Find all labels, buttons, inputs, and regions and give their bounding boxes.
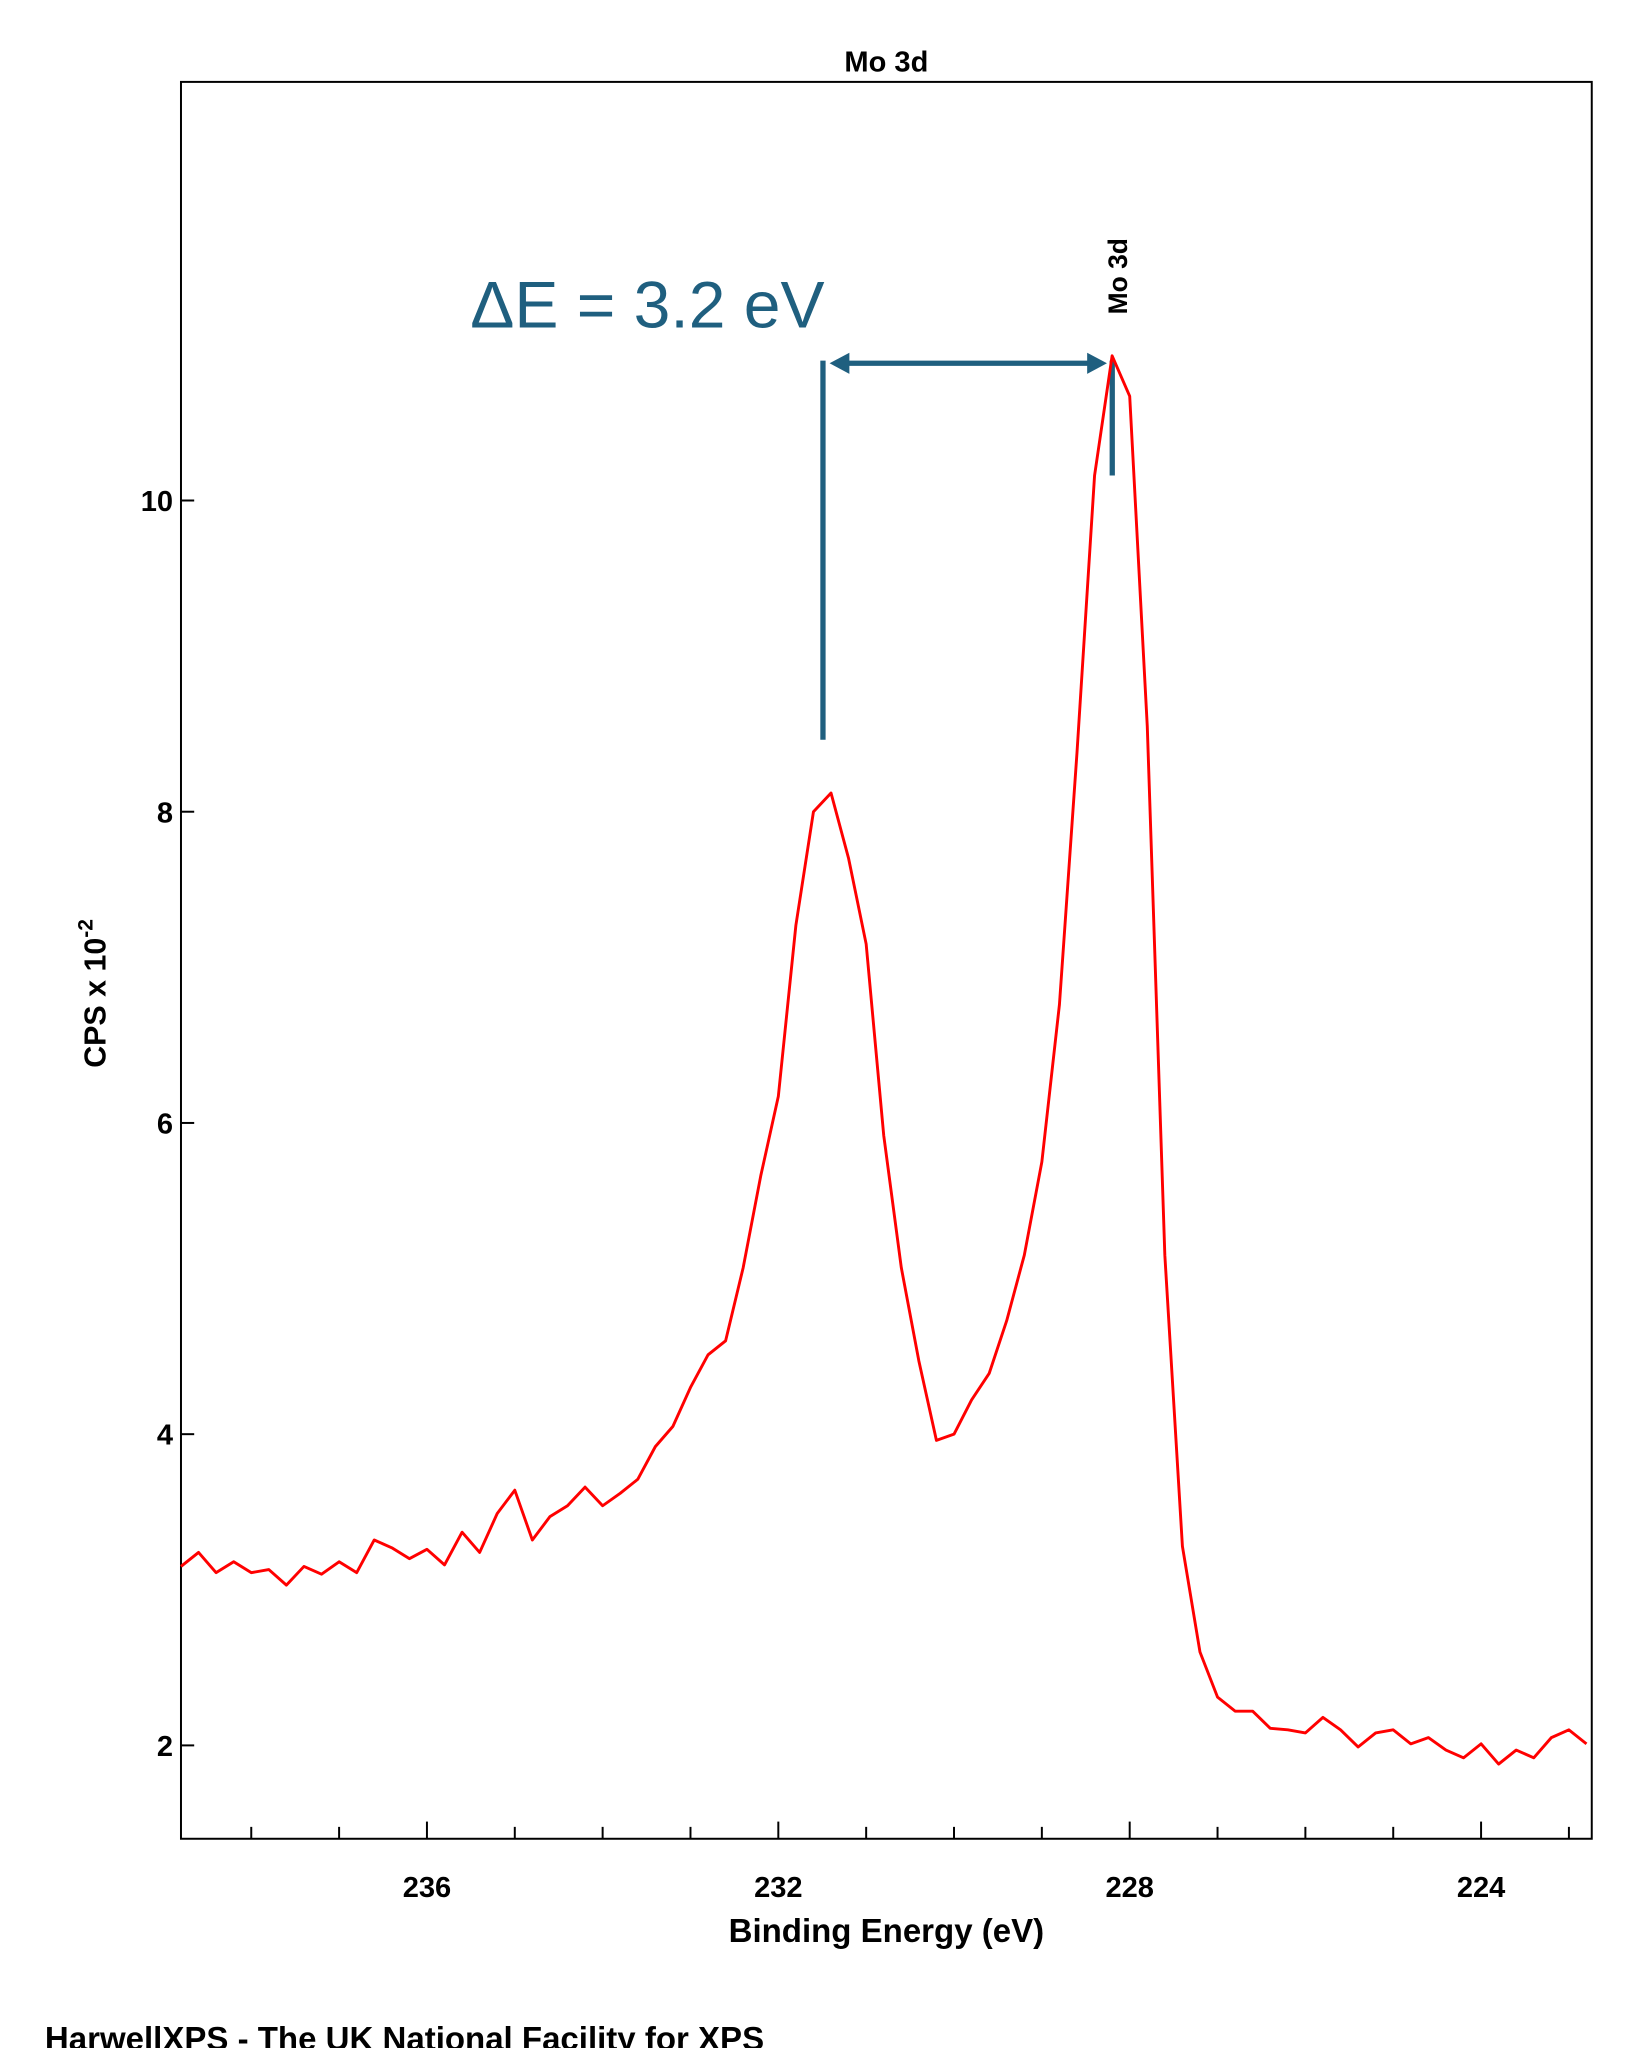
x-axis-label: Binding Energy (eV) [729,1912,1045,1949]
delta-annotation: ΔE = 3.2 eV [470,268,824,342]
chart-title: Mo 3d [844,46,928,78]
y-tick-label: 10 [141,486,173,518]
y-axis-label-text: CPS x 10 [79,938,113,1068]
spectrum-line [180,354,1588,1766]
footer: HarwellXPS - The UK National Facility fo… [45,2020,764,2048]
x-tick-label: 224 [1457,1872,1505,1904]
peak-label: Mo 3d [1103,238,1133,314]
plot-frame [179,80,1593,1840]
x-tick-label: 236 [403,1872,451,1904]
y-tick-label: 2 [157,1731,173,1763]
arrow-head [1087,352,1107,374]
x-tick-label: 232 [754,1872,802,1904]
y-axis-label: CPS x 10-2 [74,919,112,1068]
delta-marker [820,352,1115,740]
y-tick-label: 4 [157,1420,173,1452]
y-tick-label: 8 [157,797,173,829]
x-tick-label: 228 [1105,1872,1153,1904]
y-tick-label: 6 [157,1109,173,1141]
y-axis-label-exponent: -2 [74,919,97,938]
arrow-head [829,352,850,374]
